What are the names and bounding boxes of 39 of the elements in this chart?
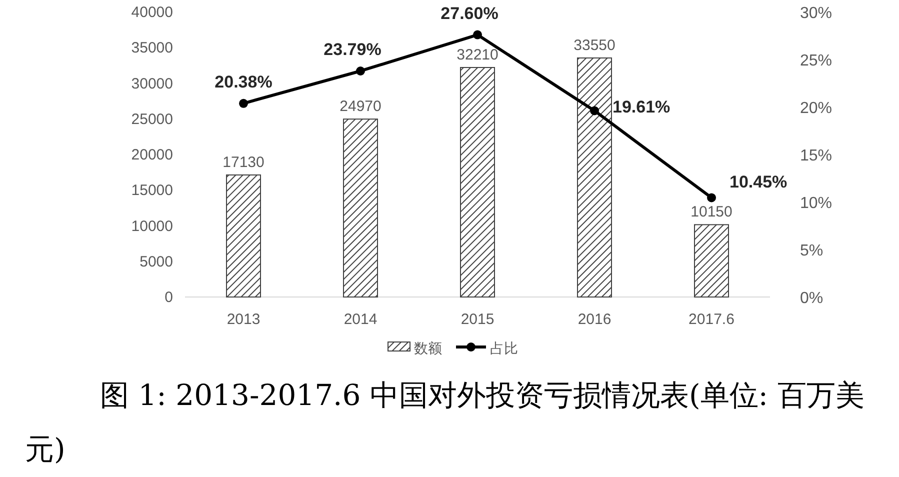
point [590, 106, 599, 116]
data-label: 10.45% [730, 172, 788, 192]
y2-tick-label: 30% [800, 5, 832, 22]
data-label: 32210 [456, 46, 498, 64]
point [707, 193, 716, 202]
data-label: 10150 [690, 204, 732, 221]
y2-tick-label: 0% [800, 290, 824, 307]
data-label: 19.61% [612, 98, 670, 117]
y2-tick-label: 5% [800, 242, 824, 260]
data-label: 20.38% [214, 72, 272, 92]
data-label: 24970 [340, 98, 382, 116]
y2-tick-label: 15% [800, 148, 832, 164]
data-label: 33550 [574, 36, 616, 54]
x-tick-label: 2017.6 [688, 311, 734, 328]
point [239, 98, 248, 108]
y-tick-label: 30000 [131, 75, 173, 92]
y-tick-label: 5000 [140, 253, 173, 270]
y-tick-label: 10000 [131, 218, 173, 235]
x-tick-label: 2013 [226, 311, 260, 328]
data-label: 17130 [222, 154, 264, 171]
y-tick-label: 25000 [131, 110, 173, 128]
data-label: 27.60% [440, 4, 498, 23]
x-tick-label: 2015 [460, 311, 494, 328]
y-tick-label: 20000 [131, 146, 173, 164]
x-tick-label: 2014 [344, 311, 378, 328]
y-tick-label: 40000 [131, 4, 173, 21]
y2-tick-label: 25% [800, 52, 832, 70]
x-tick-label: 2016 [578, 311, 612, 328]
point [473, 30, 482, 40]
y-tick-label: 0 [164, 289, 173, 306]
y-tick-label: 15000 [131, 182, 173, 200]
legend-label: 数额 [414, 340, 442, 356]
y-tick-label: 35000 [131, 40, 173, 57]
title: 图 1: 2013-2017.6 中国对外投资亏损情况表(单位: 百万美元) [25, 377, 866, 468]
point [356, 66, 365, 76]
legend-label: 占比 [490, 340, 518, 356]
y2-tick-label: 10% [800, 195, 832, 212]
data-label: 23.79% [324, 40, 382, 59]
y2-tick-label: 20% [800, 100, 832, 117]
